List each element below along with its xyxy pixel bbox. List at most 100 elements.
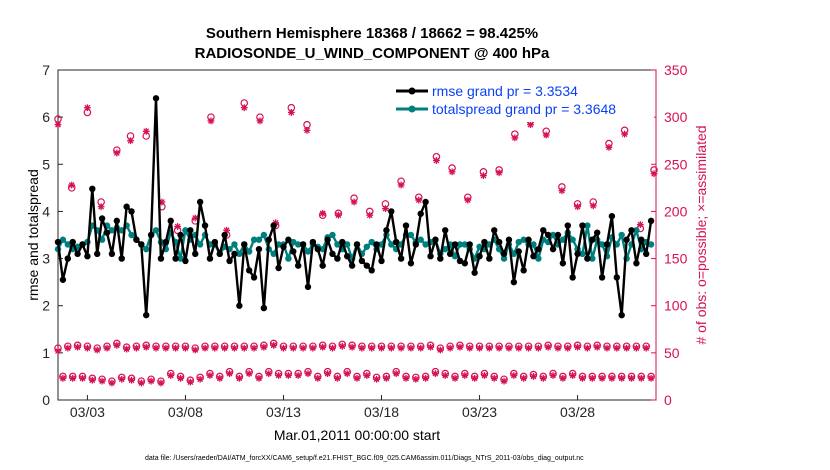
obs-assimilated-stroke [304, 127, 310, 134]
obs-assimilated-marker [79, 374, 86, 382]
obs-assimilated-marker [147, 377, 155, 385]
x-tick-label: 03/03 [70, 404, 105, 420]
obs-assimilated-marker [142, 127, 150, 135]
obs-assimilated-marker [329, 344, 336, 352]
totalspread-point [549, 231, 557, 239]
obs-assimilated-stroke [174, 223, 181, 230]
obs-assimilated-marker [530, 373, 537, 380]
obs-assimilated-marker [451, 374, 459, 382]
rmse-point [275, 264, 282, 272]
obs-assimilated-stroke [319, 210, 326, 217]
obs-assimilated-stroke [383, 375, 390, 382]
obs-assimilated-marker [621, 130, 629, 138]
rmse-point [633, 260, 640, 267]
obs-assimilated-marker [167, 372, 175, 379]
obs-assimilated-marker [417, 344, 425, 352]
rmse-point [466, 241, 473, 248]
totalspread-point [451, 253, 459, 260]
rmse-point [157, 255, 165, 262]
rmse-point [618, 311, 625, 319]
x-tick-label: 03/18 [364, 404, 399, 420]
data-file-footnote: data file: /Users/raeder/DAI/ATM_forcXX/… [145, 455, 584, 462]
totalspread-point [456, 241, 464, 248]
rmse-point [642, 250, 650, 258]
obs-assimilated-marker [510, 372, 518, 379]
totalspread-point [500, 255, 508, 262]
obs-assimilated-stroke [417, 345, 424, 352]
obs-assimilated-marker [637, 374, 645, 382]
totalspread-point [329, 231, 336, 239]
rmse-point [427, 253, 434, 260]
totalspread-point [108, 227, 116, 234]
rmse-point [593, 229, 601, 236]
rmse-point [500, 250, 508, 258]
obs-assimilated-stroke [354, 375, 360, 382]
rmse-point [481, 238, 488, 246]
rmse-point [290, 248, 297, 255]
totalspread-point [231, 241, 238, 248]
rmse-point [461, 260, 469, 267]
obs-assimilated-marker [240, 344, 248, 352]
rmse-point [84, 253, 91, 260]
obs-assimilated-marker [250, 344, 258, 352]
rmse-point [383, 227, 390, 234]
obs-assimilated-marker [240, 104, 248, 112]
obs-assimilated-marker [603, 344, 611, 352]
rmse-point [505, 236, 513, 243]
rmse-point [177, 231, 184, 239]
legend-rmse-marker [408, 87, 416, 95]
obs-assimilated-stroke [104, 345, 110, 352]
totalspread-point [285, 255, 292, 262]
obs-assimilated-stroke [280, 345, 287, 352]
obs-assimilated-marker [174, 223, 181, 230]
rmse-point [59, 276, 67, 283]
rmse-point [69, 238, 76, 246]
obs-assimilated-stroke [480, 172, 487, 179]
obs-assimilated-marker [505, 344, 513, 352]
obs-assimilated-stroke [633, 345, 640, 352]
obs-assimilated-stroke [382, 205, 389, 212]
rmse-point [608, 212, 616, 220]
rmse-point [407, 260, 415, 267]
obs-assimilated-stroke [231, 345, 238, 352]
obs-count-markers [54, 99, 658, 387]
totalspread-point [584, 222, 591, 229]
obs-assimilated-marker [319, 343, 327, 351]
obs-assimilated-marker [628, 374, 635, 382]
obs-assimilated-marker [118, 375, 126, 383]
chart-title-line2: RADIOSONDE_U_WIND_COMPONENT @ 400 hPa [195, 45, 550, 62]
rmse-point [143, 311, 150, 319]
obs-assimilated-stroke [74, 344, 81, 351]
obs-assimilated-stroke [192, 347, 199, 353]
obs-assimilated-stroke [265, 370, 272, 377]
obs-assimilated-stroke [638, 375, 645, 382]
obs-assimilated-marker [334, 211, 342, 219]
obs-assimilated-stroke [574, 344, 581, 351]
rmse-point [236, 302, 243, 309]
obs-assimilated-marker [265, 370, 273, 377]
rmse-point [329, 250, 336, 258]
obs-assimilated-marker [350, 198, 358, 206]
obs-assimilated-marker [559, 374, 567, 382]
obs-assimilated-marker [415, 196, 423, 204]
obs-assimilated-stroke [305, 370, 311, 377]
totalspread-point [290, 238, 297, 246]
obs-assimilated-marker [207, 117, 215, 125]
obs-assimilated-marker [397, 344, 405, 352]
obs-assimilated-marker [608, 374, 616, 382]
obs-assimilated-marker [245, 370, 253, 377]
obs-assimilated-stroke [555, 345, 561, 352]
legend-box [392, 78, 654, 122]
obs-assimilated-marker [289, 344, 297, 352]
obs-assimilated-marker [642, 344, 650, 352]
left-tick-label: 5 [42, 156, 50, 172]
obs-assimilated-stroke [309, 345, 316, 352]
obs-assimilated-marker [605, 143, 613, 151]
rmse-point [74, 250, 81, 258]
x-tick-label: 03/23 [462, 404, 497, 420]
rmse-point [206, 255, 214, 262]
obs-assimilated-marker [358, 344, 366, 352]
rmse-point [123, 203, 130, 210]
totalspread-point [520, 236, 527, 243]
obs-assimilated-stroke [543, 132, 550, 138]
